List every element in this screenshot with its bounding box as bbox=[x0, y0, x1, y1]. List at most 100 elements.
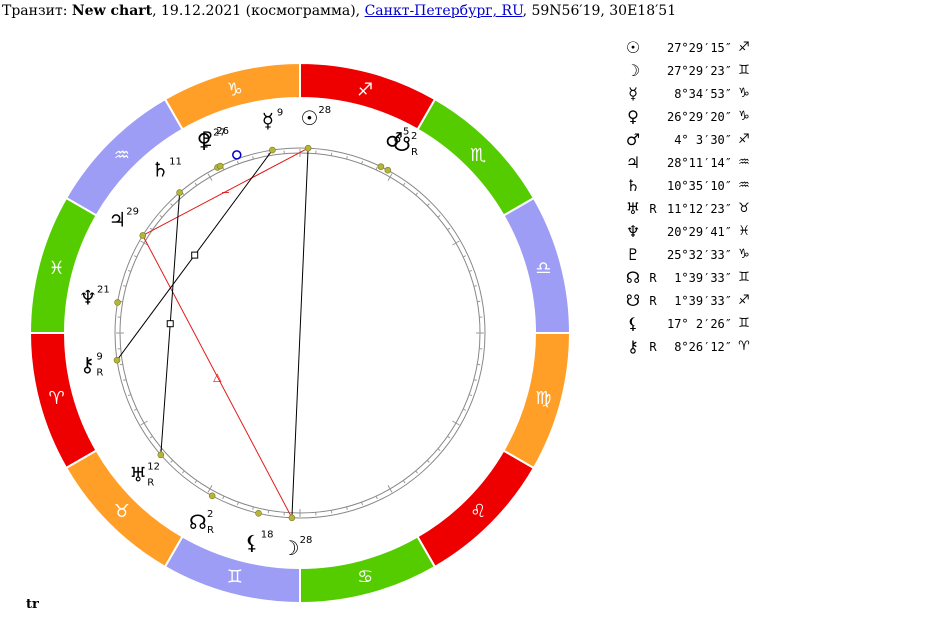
planet-glyph-icon: ♆ bbox=[625, 222, 641, 241]
sign-glyph-pisces-icon: ♓ bbox=[49, 258, 65, 279]
south-node-icon: ☋ bbox=[393, 132, 411, 156]
moon-icon: ☽ bbox=[282, 536, 300, 560]
planet-moon[interactable]: ☽ 28 bbox=[282, 535, 313, 560]
degree-tick bbox=[207, 485, 213, 493]
retrograde-marker: R bbox=[207, 525, 214, 536]
planet-venus[interactable]: ♀ 27 bbox=[197, 128, 226, 153]
planet-jupiter[interactable]: ♃ 29 bbox=[108, 207, 139, 232]
saturn-icon: ♄ bbox=[151, 158, 169, 182]
planet-pluto[interactable]: ♇ 26 bbox=[198, 126, 229, 151]
planet-chiron[interactable]: ⚷ 9 R bbox=[80, 352, 103, 379]
planet-position: 26°29′20″ bbox=[666, 109, 732, 124]
planet-dot-south-node bbox=[384, 166, 392, 174]
degree-tick bbox=[236, 160, 239, 165]
sign-glyph-aquarius-icon: ♒ bbox=[114, 145, 130, 166]
planet-position: 1°39′33″ bbox=[674, 293, 732, 308]
planet-glyph-icon: ☋ bbox=[625, 291, 641, 310]
degree-tick bbox=[387, 485, 393, 493]
degree-tick bbox=[252, 156, 254, 160]
aspect-marker-square bbox=[166, 320, 174, 328]
mercury-icon: ☿ bbox=[262, 108, 274, 132]
planet-dot-saturn bbox=[176, 189, 183, 196]
degree-tick bbox=[194, 480, 198, 484]
planet-north-node[interactable]: ☊ 2 R bbox=[189, 509, 214, 536]
chart-date: , 19.12.2021 (космограмма), bbox=[152, 3, 365, 19]
degree-tick bbox=[140, 420, 148, 426]
sign-segment-pisces bbox=[28, 196, 98, 334]
table-row: ☽ 27°29′23″ ♊ bbox=[622, 59, 756, 82]
aspect-marker: − bbox=[221, 186, 230, 199]
retrograde-flag bbox=[644, 243, 662, 266]
retrograde-marker: R bbox=[147, 478, 154, 489]
planet-degree: 9 bbox=[96, 352, 102, 363]
degree-tick bbox=[447, 435, 451, 439]
retrograde-flag bbox=[644, 174, 662, 197]
planet-position: 20°29′41″ bbox=[666, 224, 732, 239]
degree-tick bbox=[468, 269, 473, 272]
planet-degree: 26 bbox=[216, 126, 229, 137]
planet-uranus[interactable]: ♅ 12 R bbox=[129, 462, 160, 489]
retrograde-flag bbox=[644, 59, 662, 82]
location-link[interactable]: Санкт-Петербург, RU bbox=[364, 3, 523, 19]
planet-position: 27°29′15″ bbox=[666, 40, 732, 55]
degree-tick bbox=[267, 510, 270, 514]
planet-mercury[interactable]: ☿ 9 bbox=[262, 107, 284, 132]
jupiter-icon: ♃ bbox=[108, 208, 126, 232]
aspect-marker: △ bbox=[213, 371, 222, 384]
sign-glyph-leo-icon: ♌ bbox=[470, 501, 486, 522]
highlight-ring bbox=[232, 150, 242, 160]
degree-tick bbox=[375, 166, 378, 171]
sign-glyph-libra-icon: ♎ bbox=[535, 258, 551, 279]
planet-neptune[interactable]: ♆ 21 bbox=[79, 284, 110, 309]
planet-dot-north-node bbox=[208, 492, 216, 500]
uranus-icon: ♅ bbox=[129, 463, 147, 487]
degree-tick bbox=[462, 408, 467, 411]
chiron-icon: ⚷ bbox=[80, 353, 95, 377]
degree-tick bbox=[330, 510, 333, 514]
planet-dot-uranus bbox=[157, 451, 165, 459]
table-row: ♀ 26°29′20″ ♑ bbox=[622, 105, 756, 128]
sign-glyph-icon: ♑ bbox=[738, 109, 750, 124]
retrograde-flag bbox=[644, 312, 662, 335]
degree-tick bbox=[387, 173, 393, 181]
aspect-lines: −△ bbox=[116, 147, 309, 519]
planet-degree: 28 bbox=[318, 105, 331, 116]
planet-dot-pluto bbox=[216, 162, 224, 170]
planet-dot-moon bbox=[288, 514, 296, 522]
sign-glyph-icon: ♑ bbox=[738, 247, 750, 262]
table-row: ⚷ R 8°26′12″ ♈ bbox=[622, 335, 756, 358]
zodiac-wheel: ♈♉♊ ♋♌♍♎♏♐♑♒♓ −△ ☉ 28☽ 28☿ 9♀ 27 ♂ 5♃ 29♄ 11♅ 12R♆… bbox=[28, 61, 572, 605]
planet-position: 28°11′14″ bbox=[666, 155, 732, 170]
planet-position: 25°32′33″ bbox=[666, 247, 732, 262]
planet-dot-sun bbox=[304, 144, 312, 152]
sign-glyph-icon: ♐ bbox=[738, 40, 750, 55]
degree-tick bbox=[462, 255, 467, 258]
planet-saturn[interactable]: ♄ 11 bbox=[151, 157, 182, 182]
table-row: ⚸ 17° 2′26″ ♊ bbox=[622, 312, 756, 335]
sign-glyph-icon: ♊ bbox=[738, 316, 750, 331]
planet-lilith[interactable]: ⚸ 18 bbox=[244, 530, 273, 555]
planet-south-node[interactable]: ☋ 2 R bbox=[393, 131, 418, 158]
planet-sun[interactable]: ☉ 28 bbox=[300, 105, 331, 130]
sign-glyph-sagittarius-icon: ♐ bbox=[357, 80, 373, 101]
retrograde-flag: R bbox=[649, 270, 657, 285]
planet-glyph-icon: ☽ bbox=[625, 61, 641, 80]
degree-tick bbox=[426, 459, 430, 463]
aspect-marker-square bbox=[191, 251, 199, 259]
degree-tick bbox=[473, 285, 477, 287]
planet-mars[interactable]: ♂ 5 bbox=[385, 127, 409, 152]
sign-glyph-icon: ♊ bbox=[738, 63, 750, 78]
degree-tick bbox=[346, 506, 348, 510]
table-row: ☊ R 1°39′33″ ♊ bbox=[622, 266, 756, 289]
pluto-icon: ♇ bbox=[198, 127, 216, 151]
planet-glyph-icon: ☿ bbox=[628, 84, 638, 103]
degree-tick bbox=[452, 420, 460, 426]
retrograde-flag bbox=[644, 220, 662, 243]
planet-dot-jupiter bbox=[139, 232, 147, 239]
table-row: ♇ 25°32′33″ ♑ bbox=[622, 243, 756, 266]
degree-tick bbox=[127, 394, 132, 397]
planet-glyph-icon: ♂ bbox=[625, 130, 641, 149]
degree-tick bbox=[473, 379, 477, 381]
planet-glyph-icon: ♇ bbox=[625, 245, 641, 264]
aspect-line-jupiter-moon bbox=[142, 235, 293, 519]
